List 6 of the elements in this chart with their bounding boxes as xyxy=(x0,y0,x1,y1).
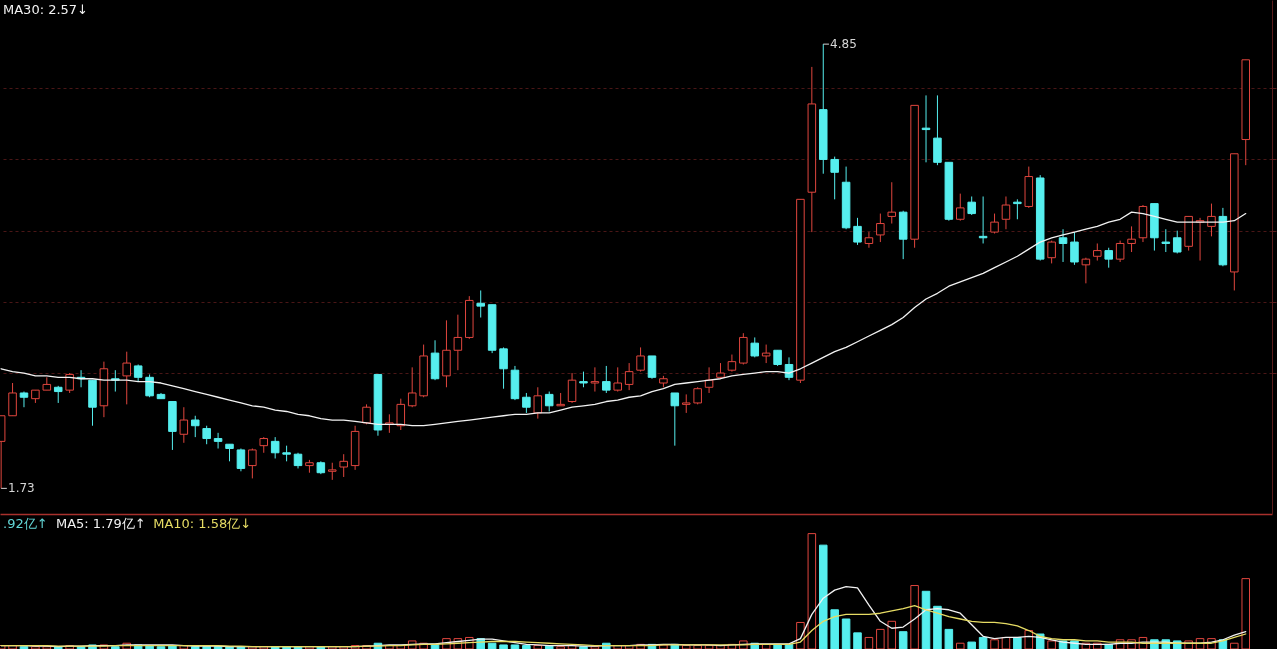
text: MA10: 1.58亿↓ xyxy=(153,516,252,531)
annotation: 1.73 xyxy=(7,481,35,496)
text: MA30: 2.57↓ xyxy=(3,2,89,17)
text: .92亿↑ xyxy=(3,516,48,531)
text: MA5: 1.79亿↑ xyxy=(55,516,146,531)
annotation: 4.85 xyxy=(830,37,857,52)
